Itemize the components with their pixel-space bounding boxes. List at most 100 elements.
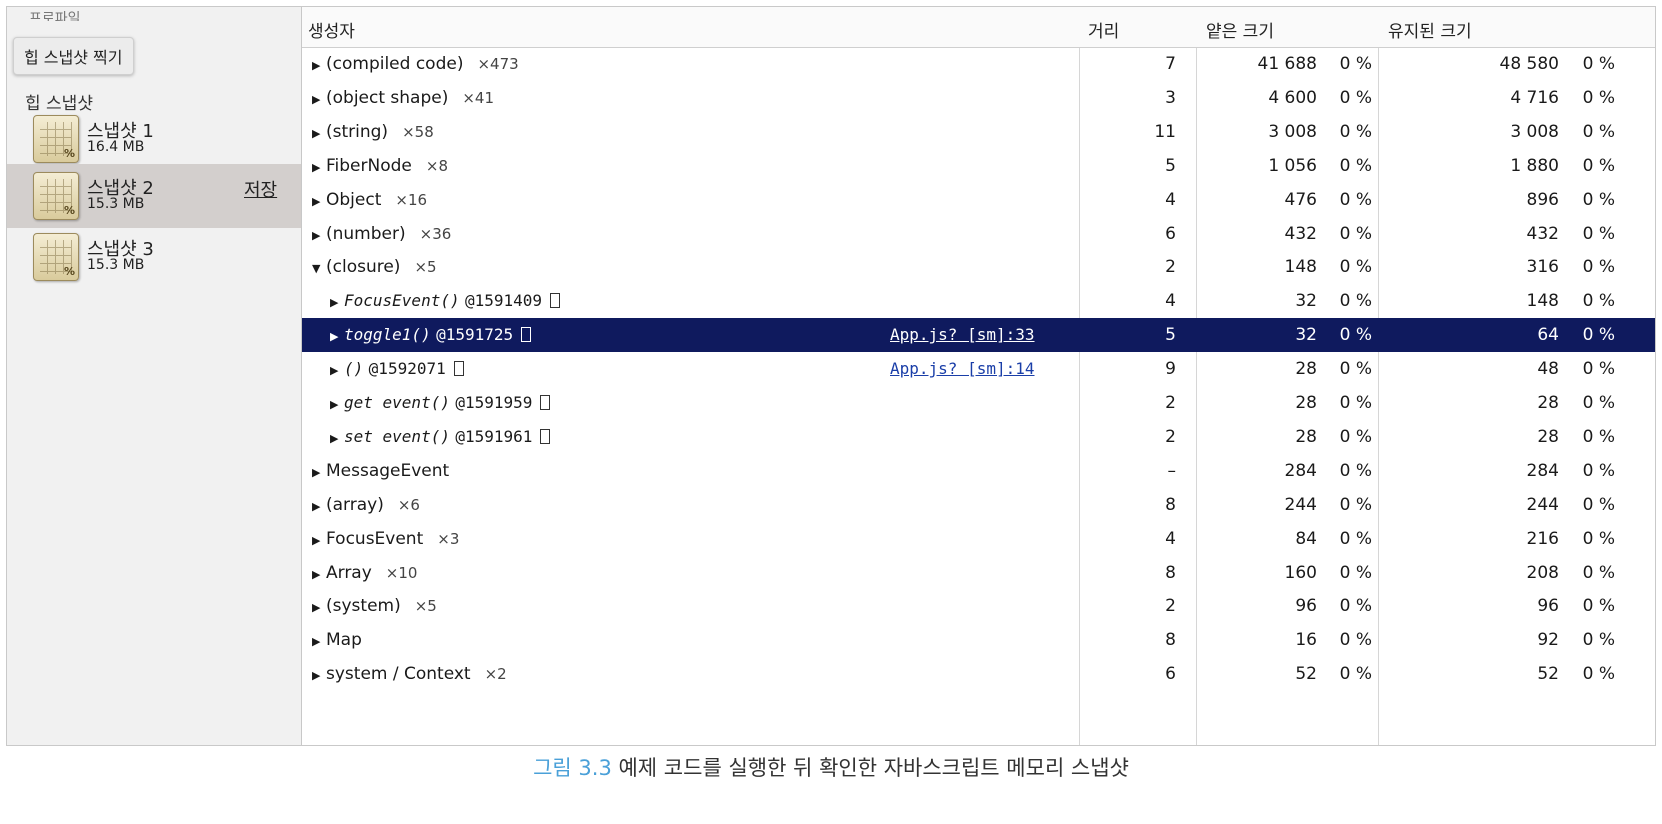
heap-profiler-panel: 프로파일 힙 스냅샷 찍기 힙 스냅샷 % 스냅샷 1 16.4 MB % 스냅… [6,6,1656,746]
shallow-size-percent: 0 % [1339,460,1372,481]
table-row[interactable]: ▶ (string) ×58 11 3 008 0 % 3 008 0 % [302,115,1655,149]
expand-triangle-icon[interactable]: ▶ [312,669,321,683]
table-row[interactable]: ▶ (object shape) ×41 3 4 600 0 % 4 716 0 % [302,81,1655,115]
table-row[interactable]: ▶ (compiled code) ×473 7 41 688 0 % 48 580 0 % [302,47,1655,81]
expand-triangle-icon[interactable]: ▶ [330,330,339,344]
shallow-size-cell: 16 [1295,630,1317,651]
reveal-icon[interactable] [540,395,551,410]
shallow-size-percent: 0 % [1339,664,1372,685]
snapshot-name: 스냅샷 2 [87,178,154,199]
sidebar-header: 프로파일 [29,11,81,21]
instance-count: ×5 [414,258,437,277]
constructor-name: (object shape) [326,87,449,108]
table-row[interactable]: ▶ set event() @1591961 2 28 0 % 28 0 % [302,420,1655,454]
table-row[interactable]: ▶ FiberNode ×8 5 1 056 0 % 1 880 0 % [302,149,1655,183]
column-distance[interactable]: 거리 [1088,22,1120,42]
closure-name: toggle1() [344,325,431,345]
shallow-size-cell: 96 [1295,596,1317,617]
column-constructor[interactable]: 생성자 [308,22,355,42]
reveal-icon[interactable] [453,361,464,377]
distance-cell: 7 [1165,54,1176,74]
expand-triangle-icon[interactable]: ▶ [312,228,321,242]
table-row[interactable]: ▶ FocusEvent ×3 4 84 0 % 216 0 % [302,522,1655,556]
retained-size-cell: 48 580 [1499,54,1559,74]
expand-triangle-icon[interactable]: ▶ [312,59,321,72]
instance-count: ×16 [395,190,428,209]
instance-count: ×473 [477,55,519,73]
expand-triangle-icon[interactable]: ▶ [330,431,339,445]
closure-name: () [344,359,364,379]
expand-triangle-icon[interactable]: ▶ [330,296,339,310]
expand-triangle-icon[interactable]: ▶ [312,465,321,479]
constructor-name: (compiled code) [326,54,464,74]
source-link[interactable]: App.js? [sm]:14 [890,359,1035,379]
retained-size-percent: 0 % [1582,494,1615,515]
table-row[interactable]: ▶ get event() @1591959 2 28 0 % 28 0 % [302,386,1655,420]
expand-triangle-icon[interactable]: ▶ [312,92,321,106]
table-row[interactable]: ▶ (array) ×6 8 244 0 % 244 0 % [302,488,1655,522]
expand-triangle-icon[interactable]: ▶ [312,160,321,174]
shallow-size-percent: 0 % [1339,528,1372,549]
reveal-icon[interactable] [550,293,561,309]
expand-triangle-icon[interactable]: ▶ [312,601,321,615]
shallow-size-percent: 0 % [1339,359,1372,380]
figure-caption: 그림 3.3 예제 코드를 실행한 뒤 확인한 자바스크립트 메모리 스냅샷 [0,752,1662,782]
retained-size-percent: 0 % [1582,562,1615,583]
shallow-size-cell: 160 [1284,562,1317,583]
retained-size-percent: 0 % [1582,291,1615,312]
reveal-icon[interactable] [540,428,551,444]
retained-size-percent: 0 % [1582,359,1615,380]
retained-size-cell: 28 [1537,393,1559,413]
reveal-icon[interactable] [521,327,532,343]
retained-size-cell: 28 [1537,426,1559,447]
expand-triangle-icon[interactable]: ▶ [312,194,321,208]
constructor-name: FocusEvent [326,528,424,549]
table-row[interactable]: ▼ (closure) ×5 2 148 0 % 316 0 % [302,250,1655,284]
snapshot-item-2[interactable]: % 스냅샷 2 15.3 MB 저장 [7,164,301,228]
table-row[interactable]: ▶ Object ×16 4 476 0 % 896 0 % [302,183,1655,217]
table-row[interactable]: ▶ (system) ×5 2 96 0 % 96 0 % [302,589,1655,623]
shallow-size-cell: 148 [1284,257,1317,278]
table-row[interactable]: ▶ Array ×10 8 160 0 % 208 0 % [302,556,1655,590]
constructor-name: Array [326,562,372,583]
constructor-name: Map [326,630,362,651]
shallow-size-cell: 28 [1295,359,1317,380]
distance-cell: 2 [1165,393,1176,413]
instance-count: ×58 [402,122,434,141]
expand-triangle-icon[interactable]: ▶ [330,398,339,411]
profiles-sidebar: 프로파일 힙 스냅샷 찍기 힙 스냅샷 % 스냅샷 1 16.4 MB % 스냅… [7,7,302,745]
table-row[interactable]: ▶ system / Context ×2 6 52 0 % 52 0 % [302,657,1655,691]
table-row[interactable]: ▶ Map 8 16 0 % 92 0 % [302,623,1655,657]
snapshot-icon: % [33,115,79,163]
instance-count: ×5 [414,597,437,616]
snapshot-size: 15.3 MB [87,257,145,273]
retained-size-cell: 1 880 [1510,155,1559,176]
table-row[interactable]: ▶ FocusEvent() @1591409 4 32 0 % 148 0 % [302,284,1655,318]
retained-size-cell: 148 [1526,291,1559,312]
source-link[interactable]: App.js? [sm]:33 [890,325,1035,345]
table-row[interactable]: ▶ (number) ×36 6 432 0 % 432 0 % [302,217,1655,251]
expand-triangle-icon[interactable]: ▶ [312,126,321,140]
column-retained-size[interactable]: 유지된 크기 [1388,22,1472,42]
expand-triangle-icon[interactable]: ▶ [312,499,321,513]
save-snapshot-link[interactable]: 저장 [244,180,278,201]
closure-name: set event() [344,426,450,446]
retained-size-percent: 0 % [1582,223,1615,244]
expand-triangle-icon[interactable]: ▶ [330,364,339,378]
expand-triangle-icon[interactable]: ▶ [312,533,321,547]
retained-size-cell: 208 [1526,562,1559,583]
snapshot-item-3[interactable]: % 스냅샷 3 15.3 MB [7,225,301,289]
table-row[interactable]: ▶ toggle1() @1591725 App.js? [sm]:33 5 32 0 %… [302,318,1655,353]
constructor-name: (closure) [326,257,401,278]
shallow-size-percent: 0 % [1339,494,1372,515]
expand-triangle-icon[interactable]: ▼ [312,262,321,276]
distance-cell: 5 [1165,325,1176,346]
heap-summary-table: 생성자 거리 얕은 크기 유지된 크기 ▶ (compiled code) ×473… [302,7,1655,745]
snapshot-item-1[interactable]: % 스냅샷 1 16.4 MB [7,107,301,171]
expand-triangle-icon[interactable]: ▶ [312,567,321,581]
shallow-size-cell: 432 [1284,223,1317,244]
table-row[interactable]: ▶ MessageEvent – 284 0 % 284 0 % [302,454,1655,488]
column-shallow-size[interactable]: 얕은 크기 [1206,22,1274,42]
expand-triangle-icon[interactable]: ▶ [312,635,321,649]
table-row[interactable]: ▶ () @1592071 App.js? [sm]:14 9 28 0 % 48 0 % [302,352,1655,386]
